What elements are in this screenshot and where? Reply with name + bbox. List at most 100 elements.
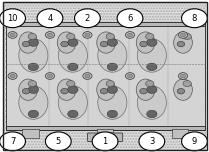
Circle shape bbox=[127, 74, 133, 78]
Ellipse shape bbox=[19, 86, 48, 119]
Ellipse shape bbox=[137, 86, 166, 119]
Circle shape bbox=[83, 73, 92, 79]
Circle shape bbox=[8, 73, 17, 79]
Circle shape bbox=[68, 110, 78, 118]
Ellipse shape bbox=[67, 33, 75, 40]
Circle shape bbox=[140, 41, 147, 47]
Text: 8: 8 bbox=[192, 14, 197, 23]
Text: 7: 7 bbox=[10, 137, 15, 146]
Circle shape bbox=[45, 132, 71, 151]
Circle shape bbox=[28, 110, 38, 118]
Text: 1: 1 bbox=[102, 137, 108, 146]
Ellipse shape bbox=[57, 32, 76, 53]
Circle shape bbox=[37, 9, 63, 28]
Circle shape bbox=[147, 39, 157, 46]
Circle shape bbox=[107, 86, 117, 93]
Circle shape bbox=[178, 73, 188, 79]
Circle shape bbox=[68, 86, 78, 93]
Circle shape bbox=[83, 32, 92, 38]
Ellipse shape bbox=[57, 79, 76, 100]
Circle shape bbox=[177, 88, 185, 94]
Text: 4: 4 bbox=[47, 14, 53, 23]
Bar bbox=[97, 129, 113, 138]
Circle shape bbox=[45, 32, 55, 38]
Ellipse shape bbox=[106, 81, 114, 87]
Circle shape bbox=[85, 74, 90, 78]
Circle shape bbox=[177, 41, 185, 47]
Ellipse shape bbox=[98, 39, 127, 72]
Circle shape bbox=[68, 63, 78, 71]
Ellipse shape bbox=[98, 86, 127, 119]
Circle shape bbox=[0, 132, 25, 151]
Circle shape bbox=[182, 9, 207, 28]
Circle shape bbox=[147, 86, 157, 93]
Ellipse shape bbox=[183, 33, 191, 40]
Ellipse shape bbox=[67, 81, 75, 87]
Circle shape bbox=[28, 39, 38, 46]
Circle shape bbox=[92, 132, 118, 151]
Circle shape bbox=[8, 32, 17, 38]
Ellipse shape bbox=[106, 33, 114, 40]
Bar bbox=[172, 129, 188, 138]
Ellipse shape bbox=[174, 32, 192, 53]
Circle shape bbox=[100, 88, 108, 94]
Circle shape bbox=[107, 39, 117, 46]
Ellipse shape bbox=[136, 79, 155, 100]
Text: 6: 6 bbox=[127, 14, 133, 23]
Circle shape bbox=[68, 39, 78, 46]
Circle shape bbox=[45, 73, 55, 79]
Text: 3: 3 bbox=[149, 137, 154, 146]
Circle shape bbox=[61, 88, 68, 94]
Ellipse shape bbox=[19, 79, 37, 100]
Circle shape bbox=[107, 110, 117, 118]
Circle shape bbox=[47, 33, 52, 37]
Circle shape bbox=[0, 9, 25, 28]
Circle shape bbox=[181, 74, 186, 78]
Ellipse shape bbox=[137, 39, 166, 72]
Text: 2: 2 bbox=[85, 14, 90, 23]
Circle shape bbox=[22, 41, 30, 47]
Circle shape bbox=[125, 73, 135, 79]
Circle shape bbox=[182, 132, 207, 151]
Ellipse shape bbox=[28, 81, 37, 87]
FancyBboxPatch shape bbox=[87, 133, 123, 141]
Circle shape bbox=[10, 33, 15, 37]
Circle shape bbox=[178, 32, 188, 38]
Ellipse shape bbox=[97, 79, 115, 100]
Circle shape bbox=[47, 74, 52, 78]
Text: 5: 5 bbox=[56, 137, 61, 146]
Ellipse shape bbox=[136, 32, 155, 53]
Ellipse shape bbox=[58, 39, 87, 72]
Text: 9: 9 bbox=[192, 137, 197, 146]
FancyBboxPatch shape bbox=[6, 24, 205, 130]
Circle shape bbox=[28, 63, 38, 71]
Circle shape bbox=[127, 33, 133, 37]
Circle shape bbox=[147, 110, 157, 118]
Circle shape bbox=[117, 9, 143, 28]
Circle shape bbox=[85, 33, 90, 37]
Ellipse shape bbox=[28, 33, 37, 40]
Circle shape bbox=[181, 33, 186, 37]
Ellipse shape bbox=[58, 86, 87, 119]
Ellipse shape bbox=[174, 79, 192, 100]
Circle shape bbox=[147, 63, 157, 71]
Circle shape bbox=[140, 88, 147, 94]
Circle shape bbox=[75, 9, 100, 28]
Circle shape bbox=[139, 132, 165, 151]
Ellipse shape bbox=[146, 81, 154, 87]
Circle shape bbox=[22, 88, 30, 94]
Bar bbox=[6, 126, 205, 130]
Ellipse shape bbox=[97, 32, 115, 53]
Ellipse shape bbox=[183, 81, 191, 87]
Circle shape bbox=[10, 74, 15, 78]
Ellipse shape bbox=[146, 33, 154, 40]
Ellipse shape bbox=[19, 32, 37, 53]
Text: 10: 10 bbox=[7, 14, 18, 23]
Bar bbox=[6, 22, 205, 26]
Circle shape bbox=[100, 41, 108, 47]
Circle shape bbox=[107, 63, 117, 71]
Circle shape bbox=[125, 32, 135, 38]
Circle shape bbox=[28, 86, 38, 93]
Ellipse shape bbox=[19, 39, 48, 72]
Bar bbox=[22, 129, 38, 138]
